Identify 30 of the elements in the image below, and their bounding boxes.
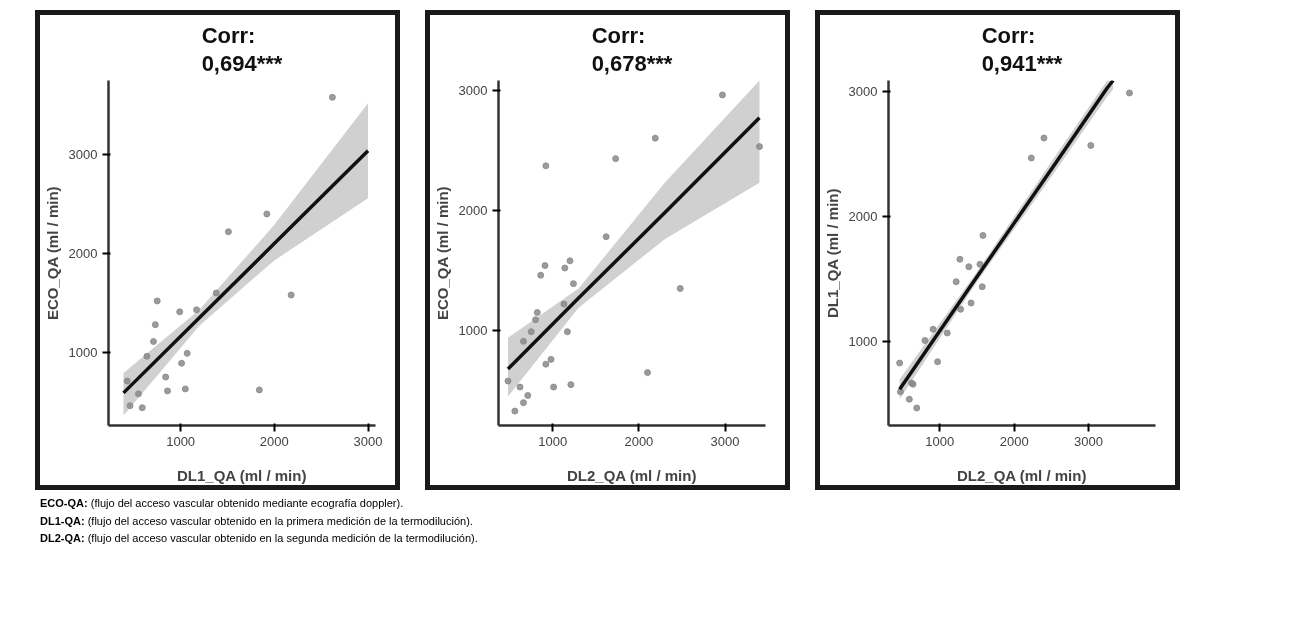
y-tick-label: 3000 [848, 84, 878, 100]
y-axis-title: ECO_QA (ml / min) [433, 186, 451, 321]
x-tick-label: 1000 [538, 433, 568, 449]
x-tick-label: 1000 [166, 433, 196, 449]
chart-title: Corr: 0,694*** [201, 23, 283, 76]
y-axis-title: DL1_QA (ml / min) [823, 188, 841, 319]
y-tick-label: 2000 [458, 202, 488, 218]
chart-title: Corr: 0,678*** [591, 23, 673, 76]
text: DL1-QA: (flujo del acceso vascular obtenido en la primera medición de la termodilución). [40, 514, 473, 527]
chart-title: Corr: 0,941*** [981, 23, 1063, 76]
y-tick-label: 1000 [848, 334, 878, 350]
text: DL2-QA: (flujo del acceso vascular obtenido en la segunda medición de la termodilución). [40, 532, 478, 545]
x-tick-label: 3000 [353, 433, 383, 449]
x-tick-label: 2000 [259, 433, 289, 449]
y-tick-label: 3000 [68, 147, 98, 163]
text: ECO-QA: (flujo del acceso vascular obtenido mediante ecografía doppler). [40, 497, 404, 509]
x-tick-label: 2000 [999, 433, 1029, 449]
x-axis-title: DL2_QA (ml / min) [956, 466, 1087, 484]
x-tick-label: 1000 [925, 433, 955, 449]
y-tick-label: 2000 [68, 245, 98, 261]
y-tick-label: 2000 [848, 209, 878, 225]
x-tick-label: 3000 [710, 433, 740, 449]
x-axis-title: DL1_QA (ml / min) [176, 466, 307, 484]
y-tick-label: 1000 [68, 344, 98, 360]
x-tick-label: 3000 [1074, 433, 1104, 449]
y-tick-label: 3000 [458, 82, 488, 98]
y-tick-label: 1000 [458, 323, 488, 339]
x-axis-title: DL2_QA (ml / min) [566, 466, 697, 484]
y-axis-title: ECO_QA (ml / min) [43, 186, 61, 321]
x-tick-label: 2000 [624, 433, 654, 449]
